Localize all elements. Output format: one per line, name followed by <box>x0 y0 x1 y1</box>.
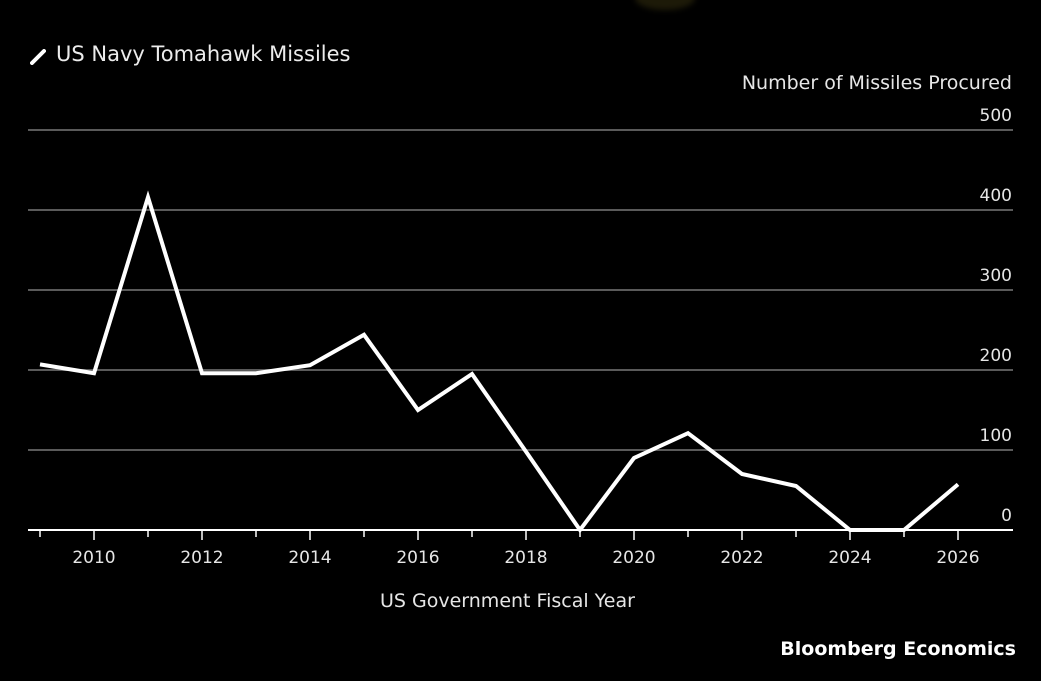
y-tick-label-0: 0 <box>1001 506 1012 526</box>
line-legend-icon <box>30 46 46 65</box>
y-tick-label-400: 400 <box>980 186 1012 206</box>
chart-title-text: US Navy Tomahawk Missiles <box>56 42 351 66</box>
x-tick-label-2010: 2010 <box>72 548 115 568</box>
x-tick-label-2012: 2012 <box>180 548 223 568</box>
y-tick-label-100: 100 <box>980 426 1012 446</box>
y-tick-label-500: 500 <box>980 106 1012 126</box>
x-axis-label: US Government Fiscal Year <box>380 590 635 612</box>
series-line-0 <box>39 190 960 534</box>
x-tick-label-2022: 2022 <box>720 548 763 568</box>
x-tick-label-2024: 2024 <box>828 548 871 568</box>
y-tick-label-300: 300 <box>980 266 1012 286</box>
background-glow <box>635 0 695 10</box>
chart-title: US Navy Tomahawk Missiles <box>30 42 350 66</box>
x-tick-label-2018: 2018 <box>504 548 547 568</box>
x-tick-label-2026: 2026 <box>936 548 979 568</box>
y-axis-label: Number of Missiles Procured <box>741 72 1012 94</box>
x-tick-label-2014: 2014 <box>288 548 331 568</box>
y-tick-label-200: 200 <box>980 346 1012 366</box>
x-tick-label-2016: 2016 <box>396 548 439 568</box>
source-credit: Bloomberg Economics <box>780 638 1016 660</box>
x-tick-label-2020: 2020 <box>612 548 655 568</box>
